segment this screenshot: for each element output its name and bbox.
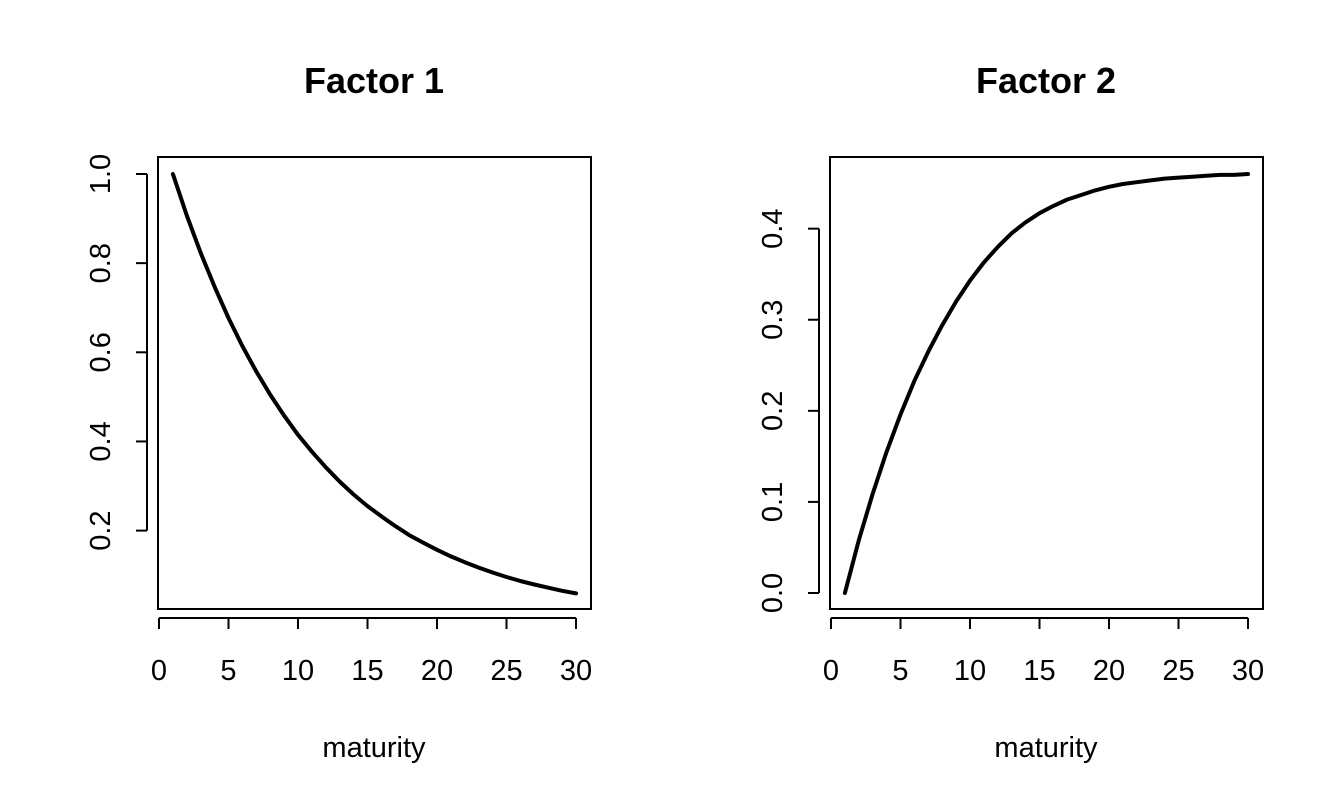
- factor-1-x-tick-label: 10: [282, 655, 314, 687]
- factor-2-x-tick-label: 25: [1162, 655, 1194, 687]
- factor-2-x-tick-label: 30: [1232, 655, 1264, 687]
- factor-1-y-tick-label: 0.8: [85, 243, 117, 283]
- factor-1-marks: 0 5 10 15 20 25 30 0.2 0.4 0.6 0.8 1.0: [85, 154, 592, 687]
- factor-1-y-tick-label: 0.2: [85, 510, 117, 550]
- factor-1-plot-frame: [157, 156, 592, 610]
- factor-1-y-tick-label: 0.6: [85, 332, 117, 372]
- factor-2-y-tick-label: 0.1: [757, 482, 789, 522]
- factor-2-x-tick-label: 10: [954, 655, 986, 687]
- factor-1-y-tick-label: 0.4: [85, 421, 117, 461]
- factor-1-x-tick-label: 30: [560, 655, 592, 687]
- factor-1-x-tick-label: 20: [421, 655, 453, 687]
- factor-2-y-tick-label: 0.2: [757, 391, 789, 431]
- factor-2-x-tick-label: 0: [823, 655, 839, 687]
- factor-2-marks: 0 5 10 15 20 25 30 0.0 0.1 0.2 0.3 0.4: [757, 172, 1264, 687]
- factor-1-x-tick-label: 5: [220, 655, 236, 687]
- factor-2-y-tick-label: 0.4: [757, 208, 789, 248]
- factor-2-x-tick-label: 20: [1093, 655, 1125, 687]
- factor-2-plot-frame: [829, 156, 1264, 610]
- factor-1-panel: Factor 1 0 5 10 15 20 25 30 0.2 0.4 0.6 0.8 1.0 mat…: [85, 60, 592, 764]
- factor-2-series-line: [842, 172, 1250, 595]
- factor-2-x-tick-label: 5: [892, 655, 908, 687]
- factor-1-x-tick-label: 15: [351, 655, 383, 687]
- factor-1-x-tick-label: 25: [490, 655, 522, 687]
- factor-1-x-tick-label: 0: [151, 655, 167, 687]
- factor-2-y-tick-label: 0.3: [757, 300, 789, 340]
- factor-1-title: Factor 1: [304, 60, 444, 101]
- factor-2-panel: Factor 2 0 5 10 15 20 25 30 0.0 0.1 0.2 0.3 0.4 mat…: [757, 60, 1264, 764]
- factor-2-x-tick-label: 15: [1023, 655, 1055, 687]
- factor-2-title: Factor 2: [976, 60, 1116, 101]
- factor-2-x-axis-label: maturity: [994, 732, 1098, 764]
- factor-2-y-tick-label: 0.0: [757, 573, 789, 613]
- factor-1-x-axis-label: maturity: [322, 732, 426, 764]
- factor-1-y-tick-label: 1.0: [85, 154, 117, 194]
- factor-1-series-line: [170, 172, 578, 596]
